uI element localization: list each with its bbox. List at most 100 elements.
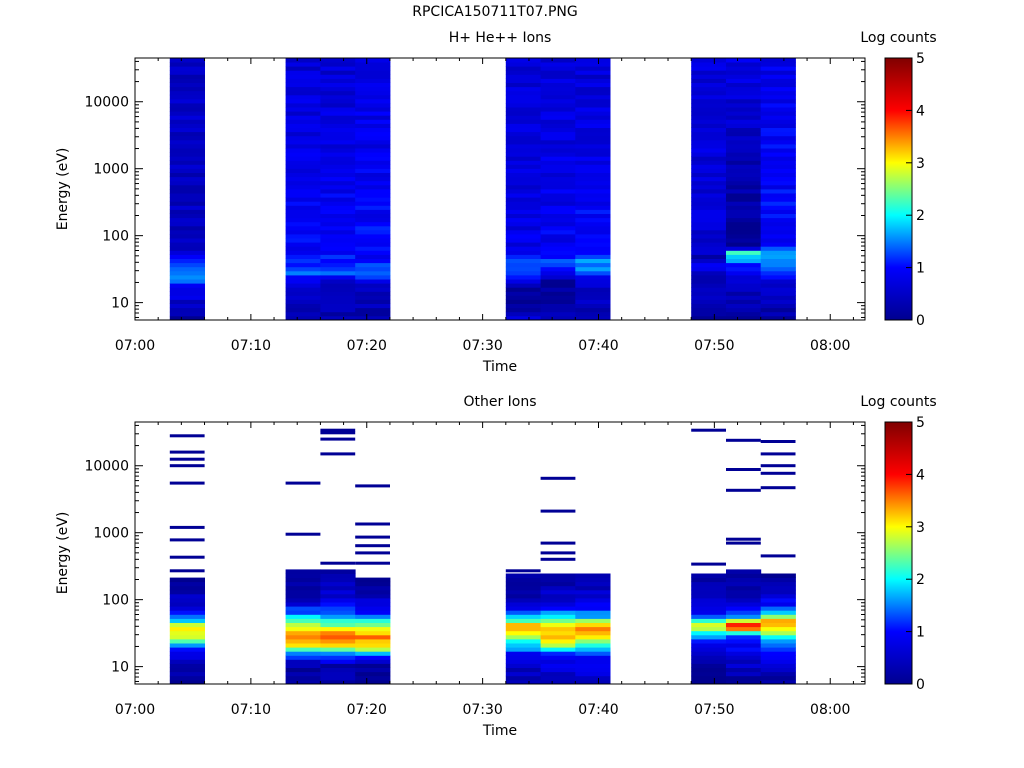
- spectrogram-cell: [355, 168, 391, 173]
- spectrogram-cell: [760, 213, 796, 219]
- spectrogram-cell: [540, 66, 576, 71]
- spectrogram-cell: [355, 193, 391, 198]
- spectrogram-cell: [575, 180, 611, 186]
- spectrogram-cell: [285, 589, 321, 595]
- spectrogram-cell: [505, 139, 541, 145]
- spectrogram-cell: [169, 115, 205, 120]
- spectrogram-cell: [169, 647, 205, 652]
- spectrogram-cell: [355, 115, 391, 120]
- spectrogram-cell: [285, 176, 321, 182]
- spectrogram-cell: [320, 295, 356, 300]
- spectrogram-cell: [169, 197, 205, 202]
- spectrogram-cell: [540, 266, 576, 272]
- colorbar: [884, 57, 913, 321]
- spectrogram-line-mark: [505, 569, 541, 573]
- spectrogram-cell: [169, 671, 205, 677]
- spectrogram-cell: [169, 275, 205, 280]
- spectrogram-cell: [169, 626, 205, 632]
- spectrogram-cell: [320, 622, 356, 628]
- spectrogram-cell: [285, 160, 321, 165]
- spectrogram-cell: [285, 94, 321, 100]
- spectrogram-cell: [169, 295, 205, 300]
- spectrogram-cell: [355, 311, 391, 317]
- spectrogram-cell: [540, 168, 576, 173]
- spectrogram-cell: [575, 659, 611, 664]
- panel-title: H+ He++ Ions: [449, 30, 552, 46]
- spectrogram-line-mark: [355, 551, 390, 555]
- spectrogram-cell: [691, 94, 727, 100]
- spectrogram-cell: [355, 213, 391, 219]
- spectrogram-cell: [169, 663, 205, 668]
- spectrogram-cell: [320, 238, 356, 243]
- spectrogram-cell: [760, 98, 796, 104]
- spectrogram-cell: [575, 643, 611, 648]
- spectrogram-cell: [575, 103, 611, 108]
- spectrogram-cell: [320, 659, 356, 664]
- spectrogram-cell: [726, 283, 762, 288]
- spectrogram-cell: [355, 82, 391, 88]
- spectrogram-cell: [726, 299, 762, 304]
- spectrogram-cell: [760, 295, 796, 300]
- spectrogram-cell: [355, 630, 391, 636]
- spectrogram-cell: [320, 62, 356, 67]
- spectrogram-cell: [169, 152, 205, 157]
- spectrogram-cell: [726, 639, 762, 644]
- spectrogram-cell: [355, 189, 391, 194]
- colorbar-title: Log counts: [860, 30, 936, 46]
- spectrogram-cell: [540, 197, 576, 202]
- spectrogram-cell: [691, 671, 727, 677]
- spectrogram-cell: [285, 234, 321, 239]
- spectrogram-cell: [691, 152, 727, 157]
- spectrogram-cell: [169, 168, 205, 173]
- spectrogram-cell: [760, 74, 796, 79]
- spectrogram-cell: [320, 86, 356, 92]
- spectrogram-cell: [285, 295, 321, 300]
- spectrogram-cell: [320, 589, 356, 595]
- spectrogram-cell: [320, 275, 356, 280]
- spectrogram-column: [505, 569, 541, 685]
- spectrogram-cell: [575, 315, 611, 321]
- spectrogram-line-mark: [169, 434, 205, 438]
- spectrogram-cell: [320, 131, 356, 137]
- spectrogram-cell: [505, 184, 541, 190]
- spectrogram-cell: [575, 111, 611, 116]
- spectrogram-cell: [320, 176, 356, 182]
- spectrogram-cell: [540, 119, 576, 124]
- spectrogram-cell: [355, 639, 391, 644]
- spectrogram-column: [169, 58, 205, 321]
- spectrogram-cell: [505, 107, 541, 112]
- spectrogram-cell: [285, 254, 321, 259]
- spectrogram-line-mark: [355, 561, 390, 565]
- spectrogram-cell: [355, 225, 391, 231]
- spectrogram-cell: [169, 123, 205, 128]
- spectrogram-cell: [760, 234, 796, 239]
- spectrogram-cell: [505, 299, 541, 304]
- spectrogram-cell: [575, 82, 611, 88]
- spectrogram-cell: [691, 655, 727, 660]
- spectrogram-cell: [726, 152, 762, 157]
- spectrogram-cell: [575, 647, 611, 652]
- spectrogram-cell: [575, 160, 611, 165]
- spectrogram-cell: [355, 242, 391, 247]
- spectrogram-cell: [691, 311, 727, 317]
- spectrogram-cell: [169, 148, 205, 153]
- spectrogram-cell: [320, 671, 356, 677]
- spectrogram-cell: [355, 86, 391, 92]
- spectrogram-cell: [691, 86, 727, 92]
- spectrogram-cell: [726, 144, 762, 149]
- spectrogram-cell: [691, 593, 727, 599]
- spectrogram-cell: [726, 123, 762, 128]
- spectrogram-cell: [691, 201, 727, 206]
- spectrogram-cell: [355, 303, 391, 309]
- spectrogram-cell: [355, 197, 391, 202]
- spectrogram-cell: [505, 148, 541, 153]
- spectrogram-cell: [540, 160, 576, 165]
- spectrogram-cell: [691, 148, 727, 153]
- spectrogram-cell: [540, 201, 576, 206]
- spectrogram-cell: [575, 246, 611, 251]
- spectrogram-cell: [505, 238, 541, 243]
- spectrogram-cell: [760, 229, 796, 235]
- spectrogram-cell: [505, 589, 541, 595]
- spectrogram-cell: [285, 626, 321, 632]
- x-tick-label: 07:00: [115, 338, 155, 354]
